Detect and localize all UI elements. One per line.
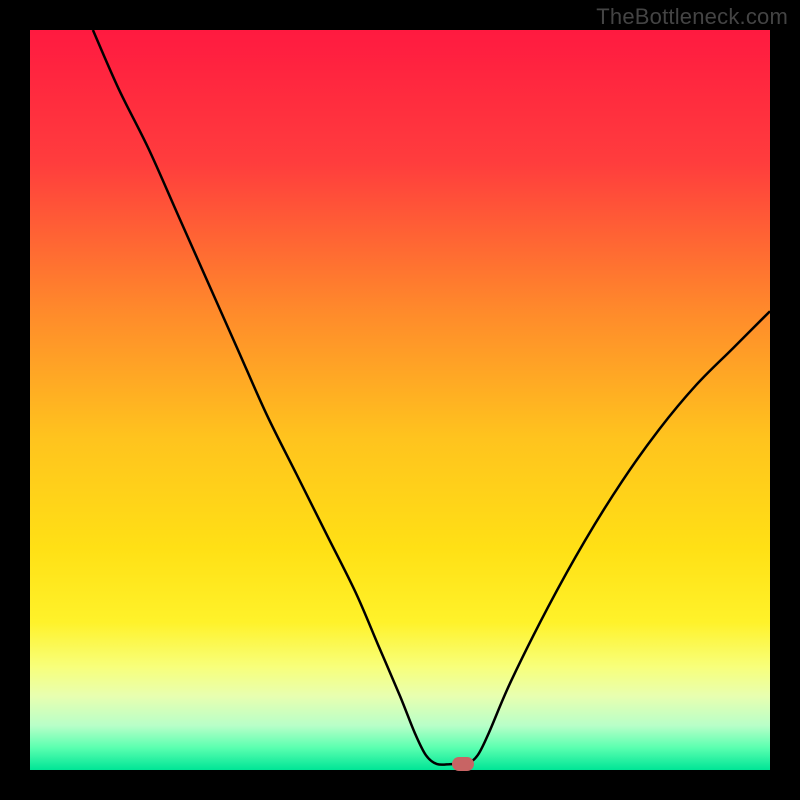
- chart-frame: TheBottleneck.com: [0, 0, 800, 800]
- watermark-text: TheBottleneck.com: [596, 4, 788, 30]
- chart-svg: [30, 30, 770, 770]
- optimal-marker: [452, 757, 474, 771]
- chart-background: [30, 30, 770, 770]
- plot-area: [30, 30, 770, 770]
